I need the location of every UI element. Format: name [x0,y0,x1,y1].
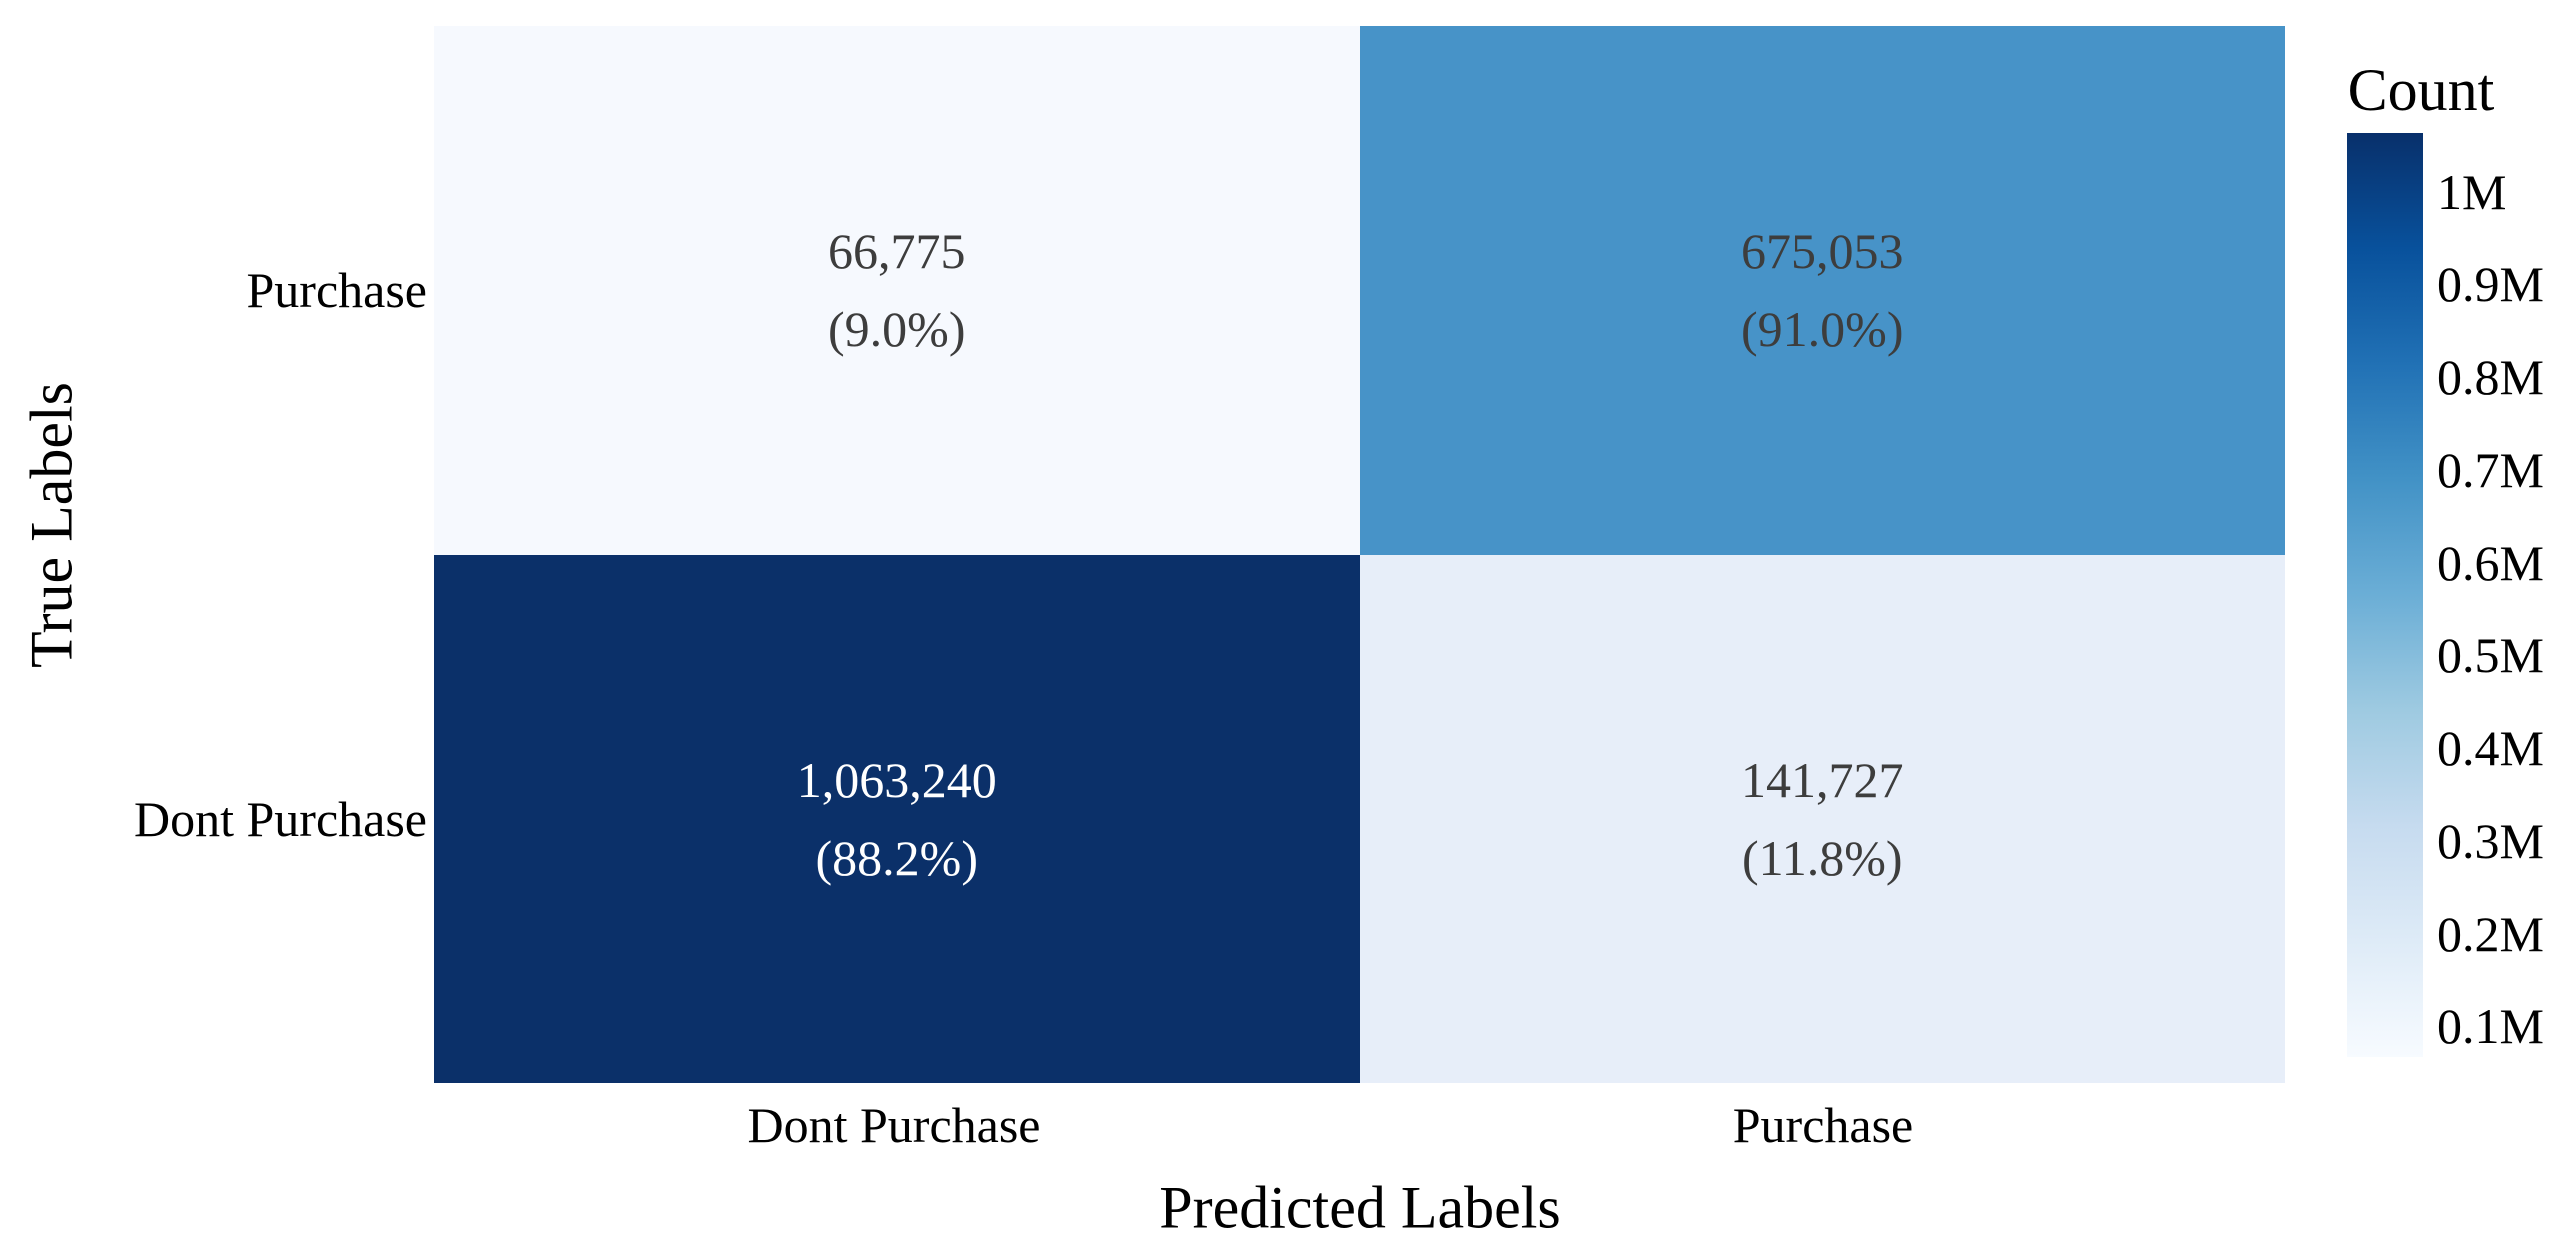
colorbar-tick-label-0.1m: 0.1M [2437,998,2544,1055]
cell-count-label: 675,053 [1741,223,1904,280]
y-tick-label-purchase: Purchase [246,262,428,318]
x-tick-label-purchase: Purchase [1732,1097,1914,1153]
colorbar-tick-label-0.4m: 0.4M [2437,720,2544,776]
colorbar-tick-label-0.2m: 0.2M [2437,905,2544,962]
cell-percent-label: (11.8%) [1741,829,1903,886]
cell-count-label: 1,063,240 [796,751,997,808]
colorbar-tick-label-0.3m: 0.3M [2437,812,2544,869]
y-tick-label-dont-purchase: Dont Purchase [134,791,427,847]
cell-count-label: 66,775 [828,223,966,280]
heatmap-cell-true-purchase-pred-purchase: 675,053 (91.0%) [1359,26,2285,555]
cell-percent-label: (88.2%) [815,829,978,886]
heatmap-cell-true-dont-purchase-pred-dont-purchase: 1,063,240 (88.2%) [434,554,1360,1083]
y-axis-title: True Labels [18,381,85,669]
colorbar-tick-label-0.7m: 0.7M [2437,441,2544,498]
colorbar-tick-label-0.5m: 0.5M [2437,627,2544,684]
colorbar-tick-label-0.6m: 0.6M [2437,534,2544,591]
colorbar-tick-label-0.9m: 0.9M [2437,256,2544,313]
heatmap-cell-true-purchase-pred-dont-purchase: 66,775 (9.0%) [434,26,1360,555]
colorbar-tick-label-1m: 1M [2437,163,2507,220]
cell-percent-label: (9.0%) [828,301,966,358]
cell-percent-label: (91.0%) [1741,301,1904,358]
colorbar-title: Count [2347,57,2495,123]
heatmap-cell-true-dont-purchase-pred-purchase: 141,727 (11.8%) [1359,554,2285,1083]
cell-count-label: 141,727 [1741,751,1904,808]
heatmap-grid: 66,775 (9.0%) 675,053 (91.0%) 1,063,240 (88.2… [434,26,2285,1083]
x-tick-label-dont-purchase: Dont Purchase [747,1097,1041,1153]
colorbar-tick-label-0.8m: 0.8M [2437,349,2544,406]
colorbar-gradient [2347,133,2423,1057]
x-axis-title: Predicted Labels [1159,1174,1561,1241]
